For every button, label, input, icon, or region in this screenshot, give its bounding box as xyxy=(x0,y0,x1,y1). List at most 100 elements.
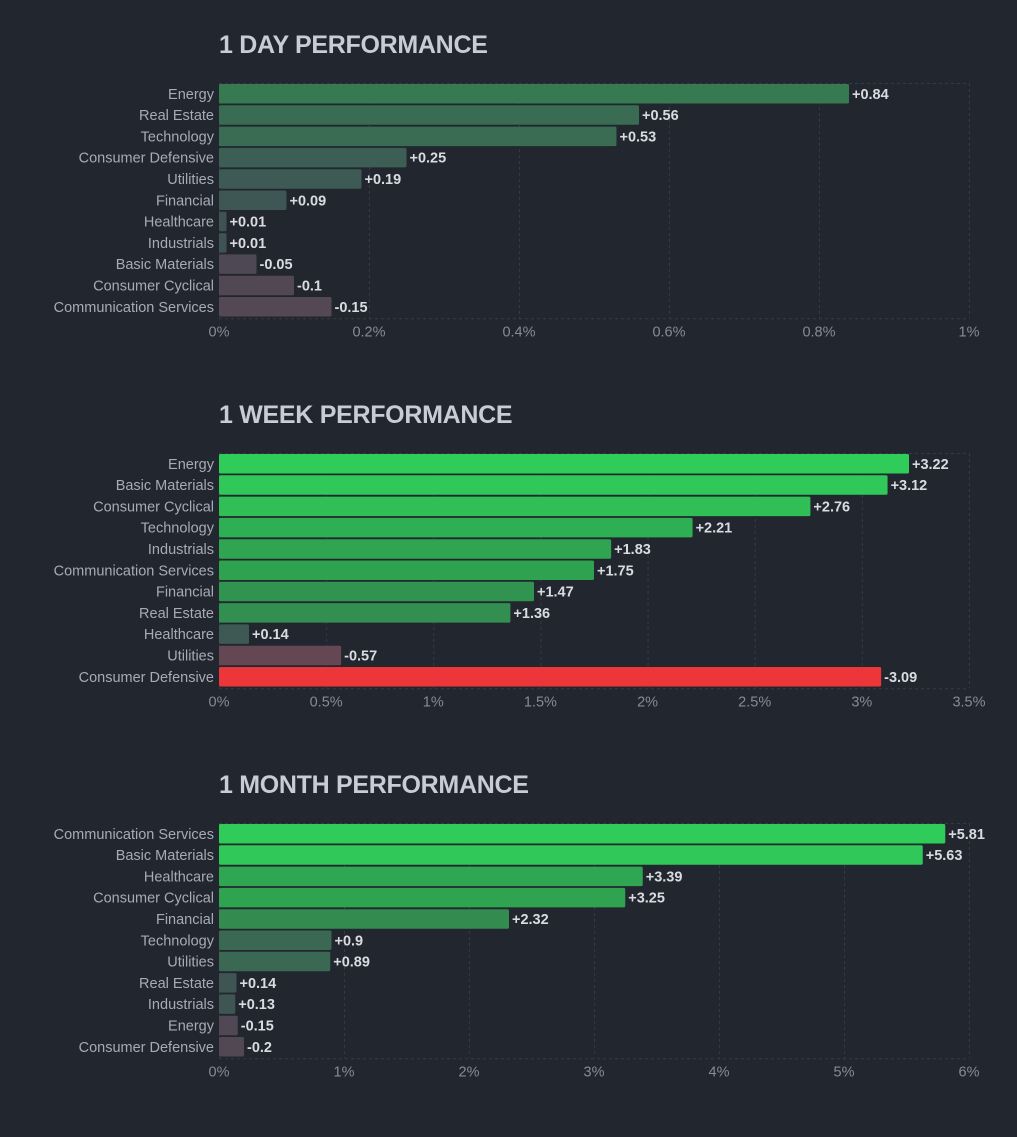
bar xyxy=(219,190,287,210)
bar xyxy=(219,667,882,687)
category-label: Industrials xyxy=(148,542,214,558)
category-label: Healthcare xyxy=(144,215,214,231)
category-label: Technology xyxy=(141,933,215,949)
value-label: +0.14 xyxy=(240,976,277,992)
chart-title: 1 MONTH PERFORMANCE xyxy=(219,771,529,799)
category-label: Communication Services xyxy=(54,563,214,579)
category-label: Real Estate xyxy=(139,976,214,992)
value-label: +2.21 xyxy=(696,521,733,537)
x-tick-label: 3% xyxy=(584,1064,605,1080)
category-label: Basic Materials xyxy=(116,478,214,494)
bar xyxy=(219,930,332,950)
bar xyxy=(219,581,534,602)
bar xyxy=(219,645,342,666)
value-label: -0.1 xyxy=(297,278,322,294)
bar xyxy=(219,147,407,168)
x-tick-label: 3% xyxy=(851,694,872,710)
value-label: +5.63 xyxy=(926,848,963,864)
category-label: Communication Services xyxy=(54,827,214,843)
bar xyxy=(219,1015,238,1036)
x-tick-label: 4% xyxy=(709,1064,730,1080)
category-label: Energy xyxy=(168,457,215,473)
x-tick-label: 0.2% xyxy=(352,324,385,340)
x-tick-label: 1% xyxy=(959,324,980,340)
value-label: +0.13 xyxy=(238,997,275,1013)
value-label: +0.56 xyxy=(642,108,679,124)
category-label: Financial xyxy=(156,193,214,209)
x-tick-label: 2.5% xyxy=(738,694,771,710)
chart-1-week: 1 WEEK PERFORMANCE 0% 0.5% 1% 1.5% 2% 2.5% 3% 3… xyxy=(0,370,1017,740)
bar xyxy=(219,887,626,908)
bar xyxy=(219,866,643,887)
category-label: Industrials xyxy=(148,997,214,1013)
category-label: Financial xyxy=(156,912,214,928)
category-label: Consumer Cyclical xyxy=(93,891,214,907)
category-label: Healthcare xyxy=(144,869,214,885)
category-label: Consumer Cyclical xyxy=(93,499,214,515)
value-label: +0.53 xyxy=(620,129,657,145)
x-tick-label: 5% xyxy=(834,1064,855,1080)
bar xyxy=(219,169,362,189)
bar xyxy=(219,824,946,844)
category-label: Basic Materials xyxy=(116,848,214,864)
category-label: Consumer Defensive xyxy=(79,151,214,167)
bar xyxy=(219,454,909,474)
bar xyxy=(219,1037,244,1057)
bar xyxy=(219,275,294,296)
chart-1-month: 1 MONTH PERFORMANCE 0% 1% 2% 3% 4% 5% 6% Commun… xyxy=(0,740,1017,1110)
value-label: +1.36 xyxy=(513,606,550,622)
x-tick-label: 0.6% xyxy=(652,324,685,340)
bar xyxy=(219,994,236,1014)
value-label: +0.14 xyxy=(252,627,289,643)
x-tick-label: 0% xyxy=(209,694,230,710)
value-label: +2.76 xyxy=(813,499,850,515)
bar xyxy=(219,845,923,865)
grid xyxy=(219,453,970,690)
value-label: +0.84 xyxy=(852,87,889,103)
grid xyxy=(219,83,970,320)
bar xyxy=(219,475,888,495)
value-label: -0.15 xyxy=(335,300,368,316)
category-label: Energy xyxy=(168,1018,215,1034)
value-label: +0.19 xyxy=(365,172,402,188)
category-label: Real Estate xyxy=(139,108,214,124)
bar xyxy=(219,951,331,972)
x-tick-label: 0% xyxy=(209,324,230,340)
value-label: +0.09 xyxy=(290,193,327,209)
x-tick-label: 1% xyxy=(334,1064,355,1080)
chart-plot: 0% 0.5% 1% 1.5% 2% 2.5% 3% 3.5% Energy +3.22 Basic… xyxy=(54,453,986,710)
value-label: +0.01 xyxy=(230,236,267,252)
value-label: -0.2 xyxy=(247,1040,272,1056)
bar xyxy=(219,973,237,993)
category-label: Real Estate xyxy=(139,606,214,622)
x-tick-label: 3.5% xyxy=(952,694,985,710)
category-label: Basic Materials xyxy=(116,257,214,273)
value-label: +0.25 xyxy=(410,151,447,167)
category-label: Consumer Defensive xyxy=(79,1040,214,1056)
bar xyxy=(219,233,227,253)
value-label: +1.75 xyxy=(597,563,634,579)
value-label: +3.12 xyxy=(891,478,928,494)
bar xyxy=(219,84,849,104)
value-label: -0.15 xyxy=(241,1018,274,1034)
category-label: Communication Services xyxy=(54,300,214,316)
x-tick-label: 1.5% xyxy=(524,694,557,710)
category-label: Healthcare xyxy=(144,627,214,643)
value-label: -0.05 xyxy=(260,257,293,273)
bar xyxy=(219,105,639,125)
category-label: Technology xyxy=(141,129,215,145)
bar xyxy=(219,254,257,274)
x-tick-label: 0% xyxy=(209,1064,230,1080)
value-label: +3.39 xyxy=(646,869,683,885)
value-label: +0.9 xyxy=(335,933,364,949)
grid xyxy=(219,823,970,1060)
value-label: +0.89 xyxy=(333,955,370,971)
value-label: +0.01 xyxy=(230,215,267,231)
category-label: Industrials xyxy=(148,236,214,252)
chart-title: 1 WEEK PERFORMANCE xyxy=(219,401,513,429)
bar xyxy=(219,297,332,317)
chart-plot: 0% 1% 2% 3% 4% 5% 6% Communication Services +5.8… xyxy=(54,823,985,1080)
value-label: +5.81 xyxy=(948,827,985,843)
category-label: Utilities xyxy=(167,955,214,971)
value-label: +2.32 xyxy=(512,912,549,928)
